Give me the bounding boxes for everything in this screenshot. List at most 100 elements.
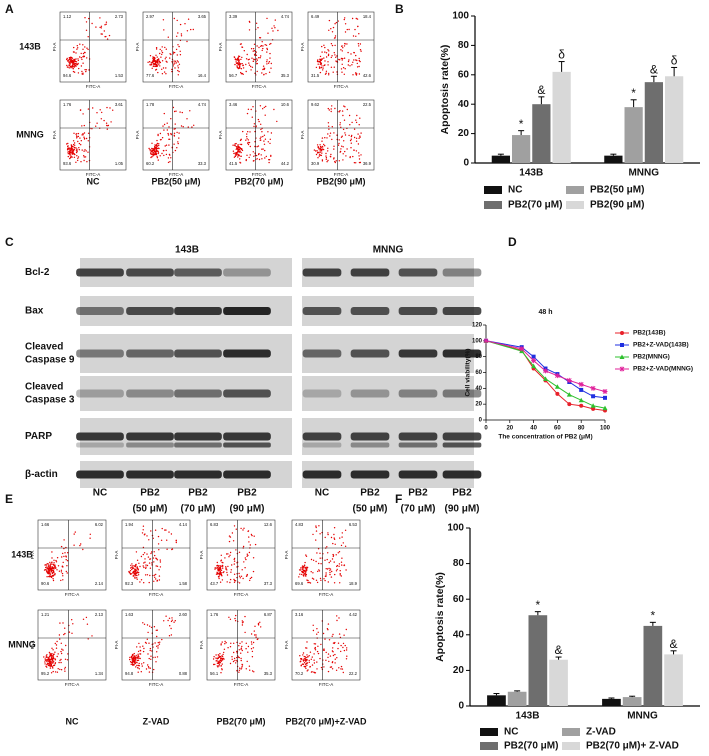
blot-band — [398, 432, 438, 441]
flow-dot — [322, 67, 324, 69]
flow-dot — [254, 543, 257, 546]
flow-dot — [220, 672, 222, 674]
flow-dot — [242, 545, 245, 548]
legend-swatch — [484, 186, 502, 194]
flow-dot — [242, 529, 244, 531]
flow-dot — [350, 138, 352, 140]
flow-dot — [217, 565, 220, 567]
flow-dot — [319, 60, 321, 63]
flow-dot — [310, 658, 312, 660]
flow-dot — [340, 57, 343, 60]
flow-dot — [316, 650, 319, 653]
blot-band — [223, 432, 271, 441]
flow-dot — [344, 644, 346, 647]
flow-dot — [345, 649, 348, 651]
flow-dot — [132, 565, 134, 567]
flow-dot — [134, 568, 136, 570]
flow-dot — [255, 22, 258, 24]
flow-dot — [140, 555, 143, 558]
flow-dot — [149, 567, 152, 569]
flow-dot — [305, 555, 308, 557]
flow-dot — [355, 17, 357, 20]
flow-dot — [354, 28, 356, 31]
flow-dot — [336, 134, 338, 136]
flow-dot — [303, 571, 306, 573]
flow-dot — [224, 643, 226, 645]
flow-dot — [227, 553, 229, 555]
flow-dot — [358, 45, 360, 47]
flow-dot — [250, 65, 252, 68]
flow-dot — [177, 74, 179, 76]
flow-dot — [233, 557, 236, 560]
flow-dot — [234, 617, 236, 620]
flow-dot — [129, 658, 131, 661]
flow-dot — [321, 150, 323, 152]
flow-dot — [349, 65, 351, 67]
flow-dot — [245, 139, 247, 141]
flow-dot — [318, 148, 320, 150]
flow-dot — [169, 154, 171, 156]
flow-dot — [264, 44, 266, 46]
flow-dot — [339, 573, 341, 575]
flow-dot — [241, 665, 243, 668]
quadrant-value: 77.6 — [146, 73, 155, 78]
quadrant-value: 3.61 — [115, 102, 124, 107]
flow-dot — [236, 656, 238, 659]
flow-dot — [308, 661, 310, 663]
flow-dot — [137, 569, 139, 571]
flow-dot — [333, 157, 335, 159]
flow-dot — [235, 146, 238, 148]
flow-dot — [332, 633, 334, 636]
flow-dot — [92, 107, 94, 109]
flow-dot — [83, 55, 86, 58]
flow-dot — [244, 615, 246, 618]
flow-dot — [100, 25, 103, 27]
flow-dot — [45, 569, 48, 571]
flow-dot — [149, 64, 151, 66]
flow-dot — [328, 639, 331, 641]
flow-dot — [305, 571, 307, 573]
flow-dot — [50, 664, 52, 666]
flow-dot — [342, 57, 344, 60]
flow-dot — [332, 542, 334, 545]
flow-dot — [219, 581, 222, 583]
flow-dot — [87, 151, 89, 153]
blot-band — [126, 389, 174, 398]
x-tick-label: MNNG — [628, 168, 659, 179]
flow-dot — [218, 661, 221, 663]
flow-dot — [235, 614, 237, 617]
flow-dot — [268, 61, 271, 63]
flow-dot — [253, 160, 255, 162]
flow-dot — [112, 109, 114, 111]
flow-dot — [339, 110, 341, 112]
flow-dot — [343, 634, 345, 636]
flow-dot — [85, 29, 88, 31]
flow-dot — [320, 62, 323, 65]
flow-dot — [331, 635, 333, 637]
point — [591, 394, 596, 399]
flow-dot — [332, 554, 335, 556]
flow-dot — [307, 669, 309, 671]
flow-dot — [179, 111, 181, 113]
flow-dot — [325, 158, 327, 160]
flow-dot — [48, 660, 50, 663]
flow-dot — [222, 567, 224, 569]
flow-dot — [250, 648, 253, 650]
flow-dot — [239, 642, 241, 645]
bar — [622, 697, 642, 706]
flow-dot — [152, 60, 154, 62]
flow-dot — [329, 571, 331, 574]
flow-dot — [78, 142, 81, 145]
flow-dot — [245, 159, 247, 162]
flow-dot — [327, 653, 330, 655]
column-label: (50 μM) — [352, 504, 387, 515]
quadrant-value: 6.53 — [349, 522, 358, 527]
flow-dot — [322, 65, 324, 67]
flow-dot — [256, 158, 258, 160]
flow-dot — [240, 647, 243, 649]
flow-dot — [66, 565, 68, 567]
flow-dot — [261, 72, 263, 74]
flow-dot — [328, 125, 330, 128]
flow-dot — [221, 663, 223, 665]
